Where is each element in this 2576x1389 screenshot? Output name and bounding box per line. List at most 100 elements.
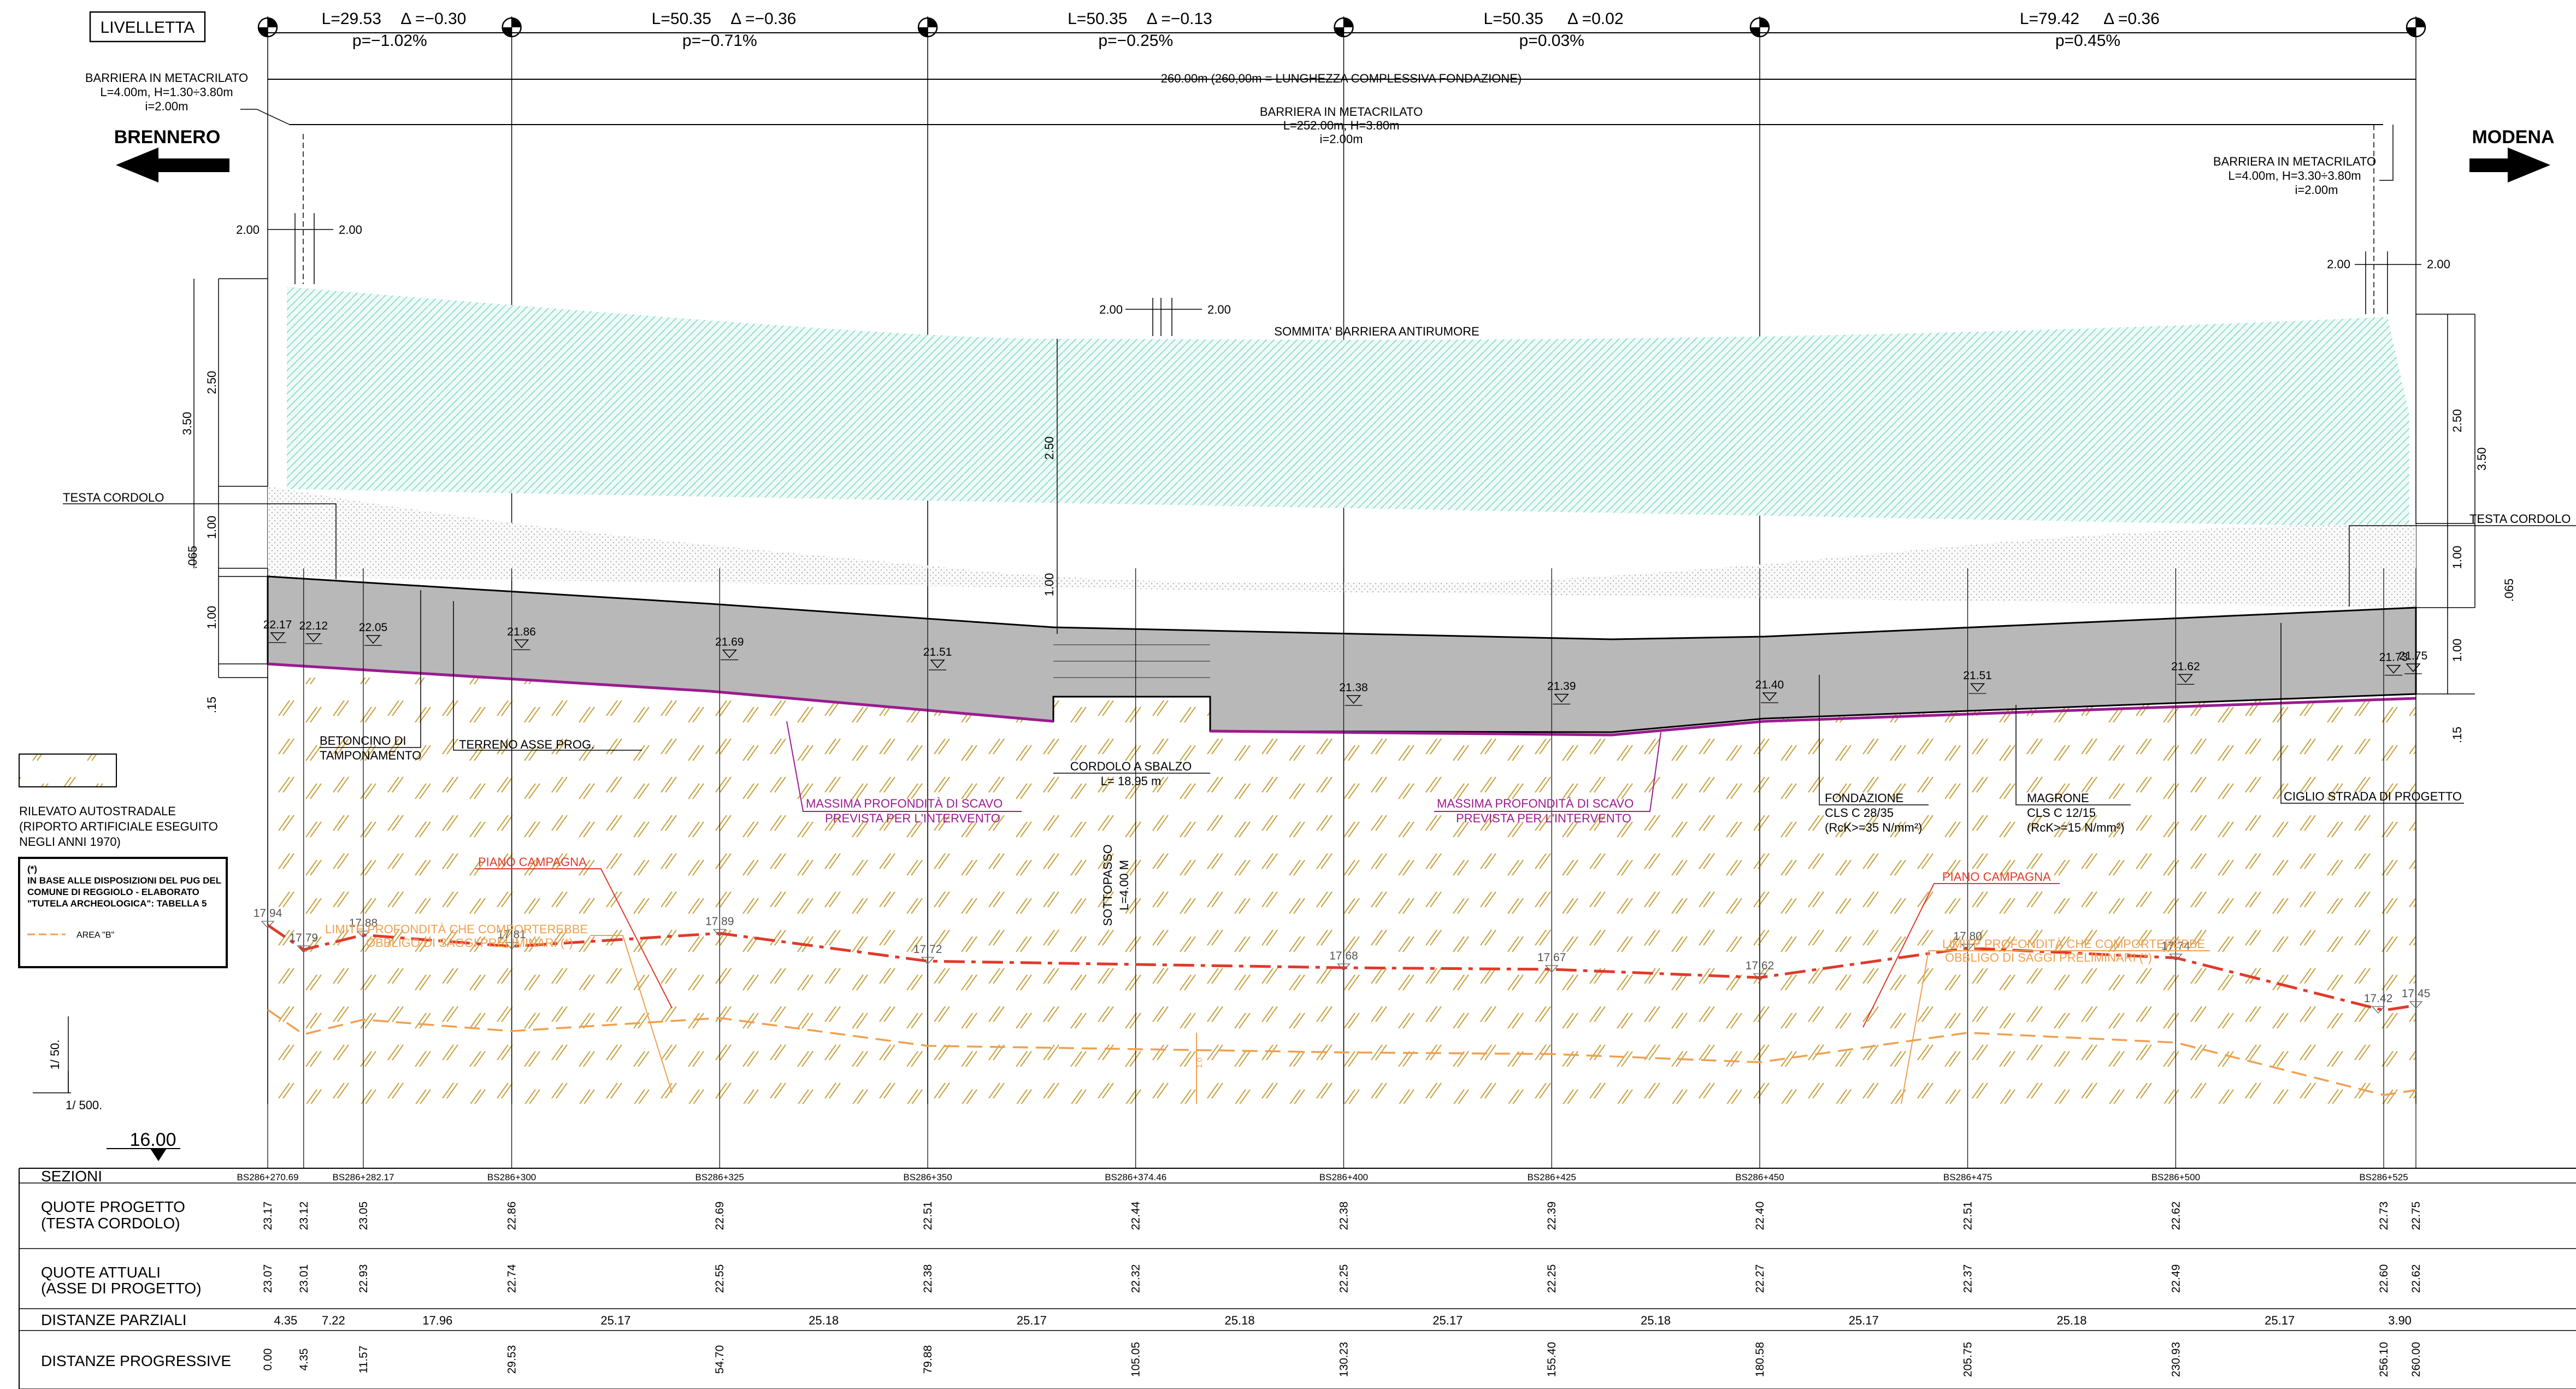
ground-elevation-value: 17.80 <box>1953 930 1982 943</box>
elevation-marker-icon <box>1553 693 1571 705</box>
embankment-fill-area <box>268 678 2416 1104</box>
quote-attuali-value: 22.60 <box>2378 1264 2390 1293</box>
quote-progetto-value: 22.69 <box>714 1202 726 1231</box>
svg-text:PIANO CAMPAGNA: PIANO CAMPAGNA <box>1942 870 2051 884</box>
distanza-progressiva-value: 230.93 <box>2170 1342 2182 1377</box>
segment-length: L=29.53 <box>322 10 381 28</box>
distanza-parziale-value: 25.18 <box>2056 1314 2086 1327</box>
svg-text:TERRENO ASSE PROG.: TERRENO ASSE PROG. <box>459 738 594 751</box>
elevation-marker-icon <box>269 632 286 643</box>
elevation-marker-icon <box>1345 695 1363 706</box>
ground-elevation-value: 17.67 <box>1537 951 1566 964</box>
svg-text:SOTTOPASSO: SOTTOPASSO <box>1101 844 1115 926</box>
elevation-marker-icon <box>364 635 382 646</box>
quote-attuali-value: 22.37 <box>1962 1264 1974 1293</box>
ground-elevation-value: 17.89 <box>705 915 734 928</box>
svg-text:.15: .15 <box>2450 727 2464 744</box>
svg-text:TESTA CORDOLO: TESTA CORDOLO <box>2469 512 2571 526</box>
segment-length: L=50.35 <box>1068 10 1127 28</box>
elevation-marker-icon <box>721 649 739 661</box>
svg-text:PREVISTA PER L'INTERVENTO: PREVISTA PER L'INTERVENTO <box>1456 811 1631 825</box>
svg-text:L= 18.95 m: L= 18.95 m <box>1101 774 1162 788</box>
distanza-parziale-value: 7.22 <box>322 1314 345 1327</box>
section-id: BS286+500 <box>2151 1172 2200 1182</box>
svg-text:1.00: 1.00 <box>205 516 219 539</box>
barrier-right-line1: BARRIERA IN METACRILATO <box>2213 155 2376 168</box>
svg-text:(RIPORTO ARTIFICIALE ESEGUITO: (RIPORTO ARTIFICIALE ESEGUITO <box>19 820 218 833</box>
svg-text:1/ 50.: 1/ 50. <box>48 1039 62 1069</box>
ground-elevation-marker-icon <box>921 957 935 964</box>
segment-slope: p=−0.25% <box>1098 32 1173 50</box>
distanza-parziale-value: 25.17 <box>1433 1314 1463 1327</box>
quote-attuali-value: 22.32 <box>1130 1264 1142 1293</box>
top-elevation-value: 21.51 <box>923 646 952 658</box>
ground-elevation-value: 17.79 <box>290 932 319 944</box>
svg-text:TAMPONAMENTO: TAMPONAMENTO <box>320 749 421 762</box>
ground-elevation-labels: 17.94 17.79 17.88 17.81 17.89 17.72 17.68 17.67… <box>254 907 2431 1014</box>
ground-elevation-marker-icon <box>356 931 370 938</box>
elevation-marker-icon <box>512 639 530 650</box>
distanza-parziale-value: 25.17 <box>600 1314 630 1327</box>
svg-text:3.50: 3.50 <box>180 412 194 435</box>
barrier-main-line3: i=2.00m <box>1320 132 1363 146</box>
ground-elevation-marker-icon <box>2409 1001 2423 1009</box>
segment-length: L=50.35 <box>1484 10 1543 28</box>
section-id: BS286+350 <box>903 1172 952 1182</box>
quote-progetto-value: 22.62 <box>2170 1202 2182 1231</box>
elevation-marker-icon <box>1968 683 1986 694</box>
top-elevation-value: 22.17 <box>263 619 292 631</box>
direction-left-arrow-icon <box>116 148 229 183</box>
elevation-marker-icon <box>2404 663 2422 674</box>
svg-text:.15: .15 <box>205 697 219 714</box>
section-id: BS286+525 <box>2359 1172 2408 1182</box>
right-dimensions: 2.50 3.50 1.00 .065 1.00 .15 2.00 2.00 <box>2327 125 2516 743</box>
barrier-top-label: SOMMITA' BARRIERA ANTIRUMORE <box>1274 325 1479 338</box>
distanza-progressiva-value: 54.70 <box>714 1345 726 1374</box>
center-dimensions: 2.00 2.00 2.50 1.00 <box>1042 298 1231 634</box>
distanza-parziale-value: 4.35 <box>274 1314 297 1327</box>
barrier-left-line2: L=4.00m, H=1.30÷3.80m <box>100 85 233 99</box>
top-elevation-value: 21.51 <box>1963 669 1992 682</box>
svg-text:.065: .065 <box>2502 579 2516 602</box>
ground-elevation-marker-icon <box>505 942 519 950</box>
section-id: BS286+450 <box>1735 1172 1784 1182</box>
top-elevation-value: 22.05 <box>359 621 388 634</box>
svg-text:1/ 500.: 1/ 500. <box>66 1098 102 1112</box>
section-id: BS286+325 <box>695 1172 744 1182</box>
segment-delta: Δ =0.02 <box>1567 10 1624 28</box>
svg-text:2.50: 2.50 <box>1042 437 1056 460</box>
legend: RILEVATO AUTOSTRADALE (RIPORTO ARTIFICIA… <box>18 754 228 968</box>
svg-text:MAGRONE: MAGRONE <box>2027 791 2089 805</box>
distanza-parziale-value: 3.90 <box>2388 1314 2412 1327</box>
ground-elevation-value: 17.45 <box>2402 987 2431 1000</box>
segment-delta: Δ =−0.13 <box>1147 10 1212 28</box>
quote-progetto-value: 23.05 <box>357 1202 370 1231</box>
ground-elevation-value: 17.74 <box>2161 940 2190 952</box>
direction-right-label: MODENA <box>2472 127 2554 148</box>
top-elevation-value: 21.86 <box>507 626 536 638</box>
svg-text:AREA "B": AREA "B" <box>76 931 114 940</box>
top-elevation-value: 22.12 <box>299 620 328 632</box>
direction-right-arrow-icon <box>2469 148 2550 183</box>
barrier-left-line1: BARRIERA IN METACRILATO <box>85 71 248 85</box>
svg-text:NEGLI ANNI 1970): NEGLI ANNI 1970) <box>19 835 121 849</box>
svg-text:1.00: 1.00 <box>2450 546 2464 569</box>
barrier-right-line2: L=4.00m, H=3.30÷3.80m <box>2228 169 2361 183</box>
segment-slope: p=0.45% <box>2055 32 2120 50</box>
quote-progetto-value: 22.51 <box>1962 1202 1974 1231</box>
ground-elevation-value: 17.88 <box>349 917 378 929</box>
elevation-marker-icon <box>2385 664 2403 676</box>
quote-attuali-value: 23.01 <box>298 1264 310 1293</box>
svg-text:LIMITE PROFONDITÀ CHE COMPORTE: LIMITE PROFONDITÀ CHE COMPORTEREBBE <box>325 922 588 936</box>
segment-delta: Δ =−0.30 <box>400 10 466 28</box>
elevation-marker-icon <box>929 660 947 670</box>
ground-elevation-value: 17.62 <box>1746 960 1775 972</box>
svg-text:(TESTA CORDOLO): (TESTA CORDOLO) <box>41 1215 180 1232</box>
section-id: BS286+374.46 <box>1105 1172 1166 1182</box>
svg-text:FONDAZIONE: FONDAZIONE <box>1825 791 1903 805</box>
ground-elevation-marker-icon <box>712 929 727 937</box>
top-elevation-value: 21.39 <box>1547 680 1576 693</box>
svg-text:BETONCINO DI: BETONCINO DI <box>320 734 406 748</box>
ground-elevation-value: 17.94 <box>254 907 282 920</box>
elevation-marker-icon <box>2177 674 2195 685</box>
